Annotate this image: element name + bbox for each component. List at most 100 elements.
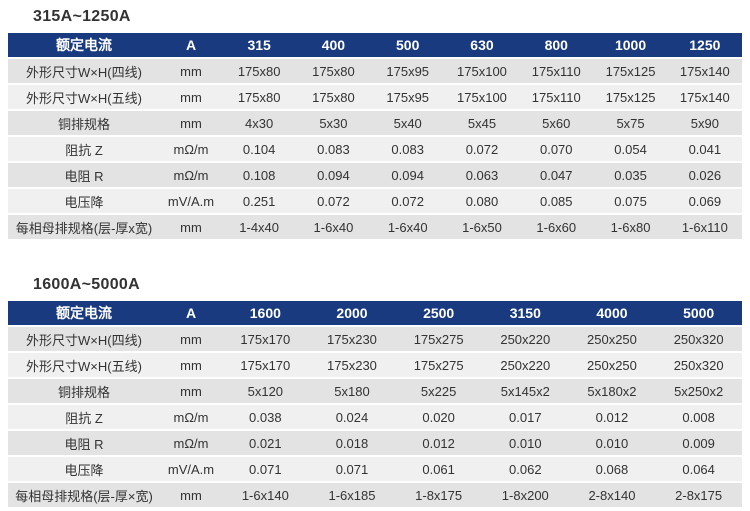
value-cell: 0.038 — [222, 405, 309, 429]
value-cell: 175x110 — [519, 85, 594, 109]
value-cell: 2-8x175 — [655, 483, 742, 507]
row-label: 每相母排规格(层-厚x宽) — [8, 215, 160, 239]
value-cell: 0.085 — [519, 189, 594, 213]
value-cell: 5x250x2 — [655, 379, 742, 403]
header-unit: A — [160, 33, 222, 57]
value-cell: 250x220 — [481, 353, 569, 377]
row-label: 外形尺寸W×H(四线) — [8, 327, 160, 351]
value-cell: 0.072 — [370, 189, 445, 213]
table-row: 外形尺寸W×H(五线) mm 175x170 175x230 175x275 250x22… — [8, 353, 742, 377]
value-cell: 1-6x60 — [519, 215, 594, 239]
value-cell: 5x145x2 — [481, 379, 569, 403]
value-cell: 1-6x140 — [222, 483, 309, 507]
value-cell: 175x140 — [667, 59, 742, 83]
row-label: 外形尺寸W×H(五线) — [8, 353, 160, 377]
value-cell: 0.070 — [519, 137, 594, 161]
row-label: 电阻 R — [8, 431, 160, 455]
value-cell: 0.108 — [222, 163, 297, 187]
value-cell: 5x75 — [593, 111, 668, 135]
row-label: 阻抗 Z — [8, 137, 160, 161]
value-cell: 250x250 — [568, 353, 656, 377]
value-cell: 175x100 — [444, 85, 520, 109]
row-label: 外形尺寸W×H(四线) — [8, 59, 160, 83]
value-cell: 175x95 — [370, 59, 445, 83]
table-row: 铜排规格 mm 5x120 5x180 5x225 5x145x2 5x180x2 5x250… — [8, 379, 742, 403]
value-cell: 0.017 — [481, 405, 569, 429]
value-cell: 1-6x40 — [370, 215, 445, 239]
table-row: 每相母排规格(层-厚x宽) mm 1-4x40 1-6x40 1-6x40 1-6x50 1… — [8, 215, 742, 239]
row-label: 电压降 — [8, 457, 160, 481]
value-cell: 0.041 — [667, 137, 742, 161]
header-row: 额定电流 A 315 400 500 630 800 1000 1250 — [8, 33, 742, 57]
row-label: 电阻 R — [8, 163, 160, 187]
table-row: 电压降 mV/A.m 0.251 0.072 0.072 0.080 0.085 0.075 0… — [8, 189, 742, 213]
value-cell: 0.094 — [370, 163, 445, 187]
table-row: 每相母排规格(层-厚×宽) mm 1-6x140 1-6x185 1-8x175 1-8x… — [8, 483, 742, 507]
row-label: 阻抗 Z — [8, 405, 160, 429]
header-current-value: 800 — [519, 33, 594, 57]
value-cell: 0.068 — [568, 457, 656, 481]
value-cell: 4x30 — [222, 111, 297, 135]
value-cell: 175x95 — [370, 85, 445, 109]
value-cell: 175x140 — [667, 85, 742, 109]
value-cell: 175x80 — [222, 59, 297, 83]
value-cell: 5x180 — [308, 379, 396, 403]
header-current-value: 5000 — [655, 301, 742, 325]
header-current-value: 3150 — [481, 301, 569, 325]
value-cell: 1-8x200 — [481, 483, 569, 507]
header-current-value: 1000 — [593, 33, 668, 57]
value-cell: 0.018 — [308, 431, 396, 455]
section-title-315a-1250a: 315A~1250A — [33, 8, 131, 25]
value-cell: 5x180x2 — [568, 379, 656, 403]
unit-cell: mm — [160, 327, 222, 351]
header-current-value: 630 — [444, 33, 520, 57]
unit-cell: mm — [160, 483, 222, 507]
value-cell: 175x230 — [308, 327, 396, 351]
unit-cell: mm — [160, 111, 222, 135]
value-cell: 175x275 — [395, 353, 482, 377]
value-cell: 0.064 — [655, 457, 742, 481]
header-current-value: 1250 — [667, 33, 742, 57]
value-cell: 0.008 — [655, 405, 742, 429]
value-cell: 250x320 — [655, 353, 742, 377]
unit-cell: mm — [160, 59, 222, 83]
value-cell: 175x230 — [308, 353, 396, 377]
value-cell: 0.083 — [370, 137, 445, 161]
spec-section-1600a-5000a: 1600A~5000A 额定电流 A 1600 2000 2500 3150 4000 500… — [0, 275, 750, 509]
unit-cell: mV/A.m — [160, 189, 222, 213]
value-cell: 1-6x50 — [444, 215, 520, 239]
value-cell: 5x120 — [222, 379, 309, 403]
value-cell: 175x80 — [222, 85, 297, 109]
unit-cell: mΩ/m — [160, 405, 222, 429]
spec-table-315a-1250a: 额定电流 A 315 400 500 630 800 1000 1250 外形尺寸W×H(四线) m… — [8, 31, 742, 241]
value-cell: 0.251 — [222, 189, 297, 213]
table-row: 外形尺寸W×H(五线) mm 175x80 175x80 175x95 175x100 17… — [8, 85, 742, 109]
header-current-value: 4000 — [568, 301, 656, 325]
header-current-value: 400 — [296, 33, 371, 57]
value-cell: 5x225 — [395, 379, 482, 403]
unit-cell: mm — [160, 379, 222, 403]
unit-cell: mΩ/m — [160, 163, 222, 187]
value-cell: 0.009 — [655, 431, 742, 455]
value-cell: 0.080 — [444, 189, 520, 213]
value-cell: 5x60 — [519, 111, 594, 135]
value-cell: 1-6x185 — [308, 483, 396, 507]
value-cell: 175x80 — [296, 59, 371, 83]
value-cell: 175x80 — [296, 85, 371, 109]
value-cell: 0.010 — [481, 431, 569, 455]
value-cell: 5x30 — [296, 111, 371, 135]
value-cell: 1-6x80 — [593, 215, 668, 239]
value-cell: 1-8x175 — [395, 483, 482, 507]
value-cell: 1-6x110 — [667, 215, 742, 239]
unit-cell: mm — [160, 215, 222, 239]
unit-cell: mΩ/m — [160, 137, 222, 161]
value-cell: 0.069 — [667, 189, 742, 213]
unit-cell: mV/A.m — [160, 457, 222, 481]
value-cell: 0.094 — [296, 163, 371, 187]
row-label: 外形尺寸W×H(五线) — [8, 85, 160, 109]
value-cell: 0.047 — [519, 163, 594, 187]
value-cell: 2-8x140 — [568, 483, 656, 507]
